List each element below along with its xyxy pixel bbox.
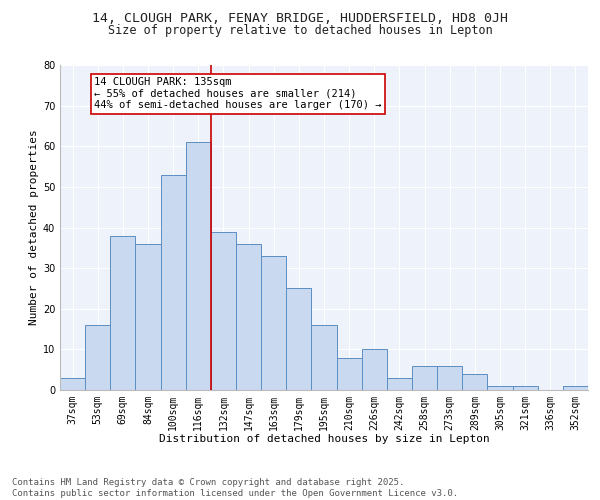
Bar [236, 244, 261, 390]
Bar [286, 288, 311, 390]
Y-axis label: Number of detached properties: Number of detached properties [29, 130, 38, 326]
Bar [462, 374, 487, 390]
X-axis label: Distribution of detached houses by size in Lepton: Distribution of detached houses by size … [158, 434, 490, 444]
Bar [512, 386, 538, 390]
Bar [161, 174, 186, 390]
Bar [136, 244, 161, 390]
Text: 14 CLOUGH PARK: 135sqm
← 55% of detached houses are smaller (214)
44% of semi-de: 14 CLOUGH PARK: 135sqm ← 55% of detached… [94, 77, 382, 110]
Bar [437, 366, 462, 390]
Bar [261, 256, 286, 390]
Bar [60, 378, 85, 390]
Text: Contains HM Land Registry data © Crown copyright and database right 2025.
Contai: Contains HM Land Registry data © Crown c… [12, 478, 458, 498]
Bar [110, 236, 136, 390]
Bar [311, 325, 337, 390]
Bar [186, 142, 211, 390]
Bar [487, 386, 512, 390]
Bar [337, 358, 362, 390]
Bar [211, 232, 236, 390]
Bar [387, 378, 412, 390]
Bar [85, 325, 110, 390]
Text: 14, CLOUGH PARK, FENAY BRIDGE, HUDDERSFIELD, HD8 0JH: 14, CLOUGH PARK, FENAY BRIDGE, HUDDERSFI… [92, 12, 508, 26]
Bar [563, 386, 588, 390]
Bar [412, 366, 437, 390]
Bar [362, 350, 387, 390]
Text: Size of property relative to detached houses in Lepton: Size of property relative to detached ho… [107, 24, 493, 37]
